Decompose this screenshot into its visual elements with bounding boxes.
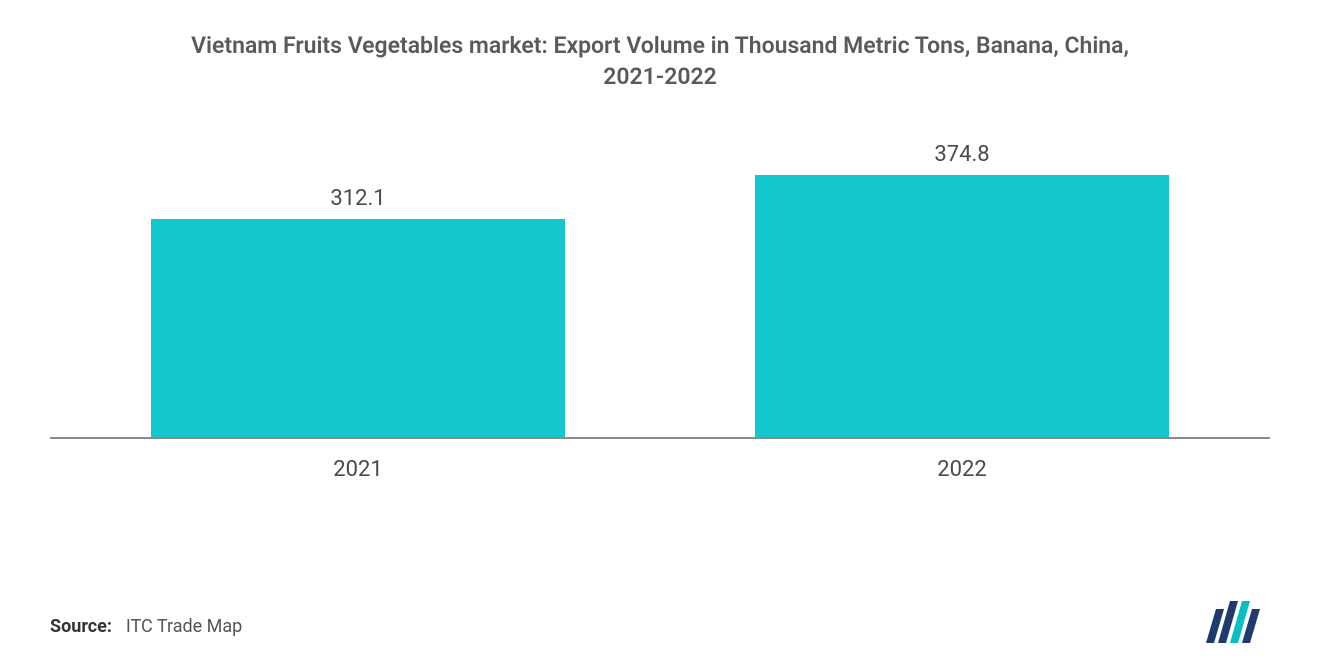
bar-0	[151, 219, 565, 437]
source-label: Source:	[50, 616, 112, 637]
source-footer: Source: ITC Trade Map	[50, 616, 242, 637]
bar-value-0: 312.1	[330, 186, 385, 211]
category-label-0: 2021	[151, 457, 565, 482]
bar-value-1: 374.8	[934, 142, 989, 167]
category-labels-row: 2021 2022	[50, 457, 1270, 482]
category-label-1: 2022	[755, 457, 1169, 482]
bar-group-1: 374.8	[755, 142, 1169, 437]
mordor-intelligence-logo-icon	[1206, 601, 1270, 643]
chart-container: Vietnam Fruits Vegetables market: Export…	[0, 0, 1320, 665]
bars-row: 312.1 374.8	[50, 142, 1270, 439]
source-value: ITC Trade Map	[126, 616, 242, 637]
bar-group-0: 312.1	[151, 186, 565, 437]
bar-1	[755, 175, 1169, 437]
plot-area: 312.1 374.8 2021 2022	[50, 142, 1270, 482]
chart-title-line1: Vietnam Fruits Vegetables market: Export…	[191, 32, 1129, 59]
chart-title: Vietnam Fruits Vegetables market: Export…	[111, 30, 1209, 92]
chart-title-line2: 2021-2022	[603, 63, 717, 90]
